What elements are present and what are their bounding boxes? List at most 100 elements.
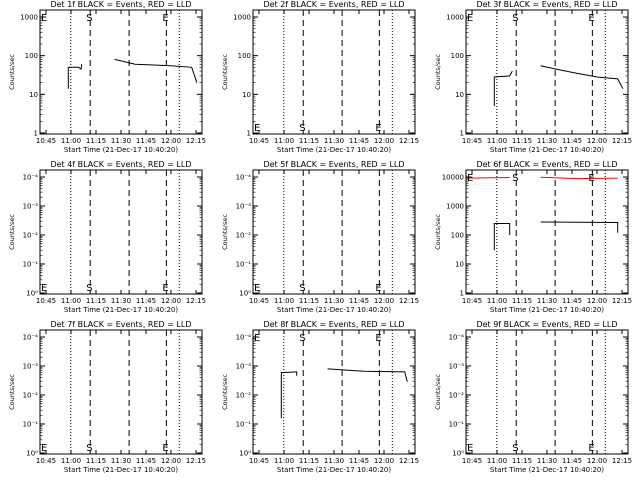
- y-tick-label: 1000: [446, 14, 464, 22]
- marker-s: S: [512, 173, 518, 184]
- x-axis-label: Start Time (21-Dec-17 10:40:20): [64, 466, 178, 474]
- y-axis-label: Counts/sec: [8, 54, 16, 90]
- marker-e-start: E: [467, 13, 473, 24]
- x-tick-label: 11:30: [537, 137, 557, 145]
- x-tick-label: 11:45: [562, 457, 582, 465]
- y-tick-label: 10⁻³: [449, 363, 465, 371]
- x-tick-label: 11:15: [299, 137, 319, 145]
- x-tick-label: 10:45: [36, 137, 56, 145]
- y-axis-label: Counts/sec: [221, 374, 229, 410]
- y-tick-label: 10⁰: [26, 450, 38, 458]
- x-tick-label: 12:00: [161, 137, 181, 145]
- x-axis-label: Start Time (21-Dec-17 10:40:20): [490, 466, 604, 474]
- y-tick-label: 100: [238, 52, 251, 60]
- y-axis-label: Counts/sec: [434, 54, 442, 90]
- x-tick-label: 12:15: [612, 137, 632, 145]
- chart-title: Det 3f BLACK = Events, RED = LLD: [476, 0, 617, 9]
- x-axis-label: Start Time (21-Dec-17 10:40:20): [277, 466, 391, 474]
- plot-frame: [39, 9, 203, 135]
- y-tick-label: 10⁰: [239, 290, 251, 298]
- marker-s: S: [512, 443, 518, 454]
- marker-e-end: E: [375, 333, 381, 344]
- x-axis-label: Start Time (21-Dec-17 10:40:20): [64, 306, 178, 314]
- y-tick-label: 10⁻²: [23, 392, 39, 400]
- marker-e-end: E: [588, 443, 594, 454]
- chart-title: Det 2f BLACK = Events, RED = LLD: [263, 0, 404, 9]
- y-tick-label: 10⁻⁴: [23, 334, 39, 342]
- y-tick-label: 10⁻¹: [23, 261, 39, 269]
- y-tick-label: 10000: [442, 174, 464, 182]
- x-tick-label: 12:15: [399, 457, 419, 465]
- chart-title: Det 6f BLACK = Events, RED = LLD: [476, 160, 617, 169]
- y-tick-label: 10⁻¹: [23, 421, 39, 429]
- plot-frame: [252, 329, 416, 455]
- x-tick-label: 12:15: [612, 457, 632, 465]
- marker-s: S: [512, 13, 518, 24]
- x-tick-label: 11:30: [324, 137, 344, 145]
- plot-frame: [252, 169, 416, 295]
- x-tick-label: 11:30: [324, 297, 344, 305]
- marker-e-start: E: [254, 123, 260, 134]
- plot-frame: [39, 329, 203, 455]
- x-tick-label: 11:15: [512, 457, 532, 465]
- plot-frame: [39, 169, 203, 295]
- x-tick-label: 11:15: [299, 297, 319, 305]
- chart-panel-7: Det 7f BLACK = Events, RED = LLD 10⁰ 10⁻¹ 1…: [8, 320, 206, 474]
- chart-title: Det 4f BLACK = Events, RED = LLD: [50, 160, 191, 169]
- y-tick-label: 10⁻¹: [236, 261, 252, 269]
- y-tick-label: 10⁻⁴: [236, 334, 252, 342]
- x-tick-label: 12:00: [161, 457, 181, 465]
- x-tick-label: 11:15: [86, 457, 106, 465]
- plot-frame: [465, 9, 629, 135]
- x-axis-label: Start Time (21-Dec-17 10:40:20): [64, 146, 178, 154]
- chart-panel-8: Det 8f BLACK = Events, RED = LLD 10⁰ 10⁻¹ 1…: [221, 320, 419, 474]
- series-2-segment-1: [465, 177, 510, 179]
- marker-e-end: E: [375, 283, 381, 294]
- chart-panel-3: Det 3f BLACK = Events, RED = LLD 1 10 100 10…: [434, 0, 632, 154]
- x-tick-label: 11:15: [512, 297, 532, 305]
- x-tick-label: 11:15: [299, 457, 319, 465]
- x-tick-label: 12:15: [612, 297, 632, 305]
- y-axis-label: Counts/sec: [434, 214, 442, 250]
- marker-e-start: E: [467, 443, 473, 454]
- x-tick-label: 12:00: [374, 137, 394, 145]
- marker-e-end: E: [588, 173, 594, 184]
- x-tick-label: 11:30: [111, 457, 131, 465]
- chart-title: Det 5f BLACK = Events, RED = LLD: [263, 160, 404, 169]
- y-tick-label: 10: [455, 91, 464, 99]
- x-tick-label: 12:00: [374, 457, 394, 465]
- x-tick-label: 12:00: [374, 297, 394, 305]
- marker-e-end: E: [162, 13, 168, 24]
- y-tick-label: 100: [451, 52, 464, 60]
- x-tick-label: 12:15: [186, 457, 206, 465]
- x-tick-label: 11:00: [61, 297, 81, 305]
- x-tick-label: 12:15: [186, 137, 206, 145]
- marker-e-start: E: [254, 283, 260, 294]
- x-tick-label: 11:30: [111, 137, 131, 145]
- y-tick-label: 1: [247, 130, 251, 138]
- y-tick-label: 10⁻⁴: [23, 174, 39, 182]
- y-tick-label: 100: [451, 232, 464, 240]
- x-tick-label: 11:00: [274, 457, 294, 465]
- x-tick-label: 11:45: [136, 137, 156, 145]
- plot-frame: [252, 9, 416, 135]
- x-tick-label: 12:00: [587, 137, 607, 145]
- marker-e-start: E: [467, 173, 473, 184]
- chart-title: Det 9f BLACK = Events, RED = LLD: [476, 320, 617, 329]
- x-tick-label: 11:45: [562, 137, 582, 145]
- series-1-segment-1: [280, 371, 298, 419]
- marker-e-end: E: [162, 283, 168, 294]
- x-tick-label: 10:45: [249, 457, 269, 465]
- x-axis-label: Start Time (21-Dec-17 10:40:20): [490, 306, 604, 314]
- y-tick-label: 10⁻²: [449, 392, 465, 400]
- x-tick-label: 12:15: [399, 297, 419, 305]
- x-tick-label: 11:45: [136, 297, 156, 305]
- y-tick-label: 10⁻³: [23, 363, 39, 371]
- y-tick-label: 10⁻²: [236, 232, 252, 240]
- y-tick-label: 1000: [446, 203, 464, 211]
- series-1-segment-1: [493, 223, 511, 251]
- x-axis-label: Start Time (21-Dec-17 10:40:20): [277, 306, 391, 314]
- marker-s: S: [86, 283, 92, 294]
- y-tick-label: 10: [455, 261, 464, 269]
- series-1-segment-1: [493, 70, 513, 106]
